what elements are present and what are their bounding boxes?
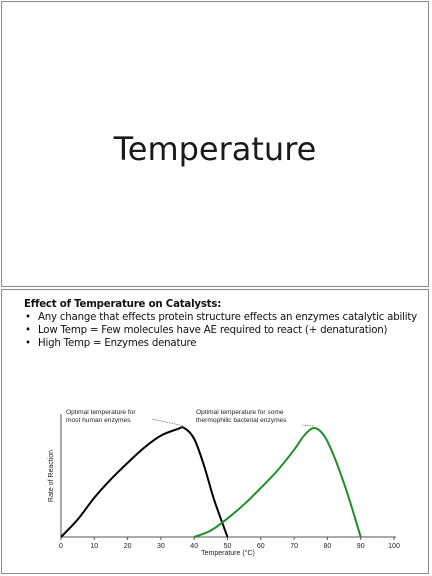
x-tick-label: 40 — [190, 543, 198, 550]
bullet-item: Any change that effects protein structur… — [24, 311, 424, 324]
x-tick-label: 0 — [59, 543, 63, 550]
annotation-leader — [151, 418, 185, 427]
content-slide: Effect of Temperature on Catalysts: Any … — [1, 289, 429, 574]
x-tick-label: 10 — [90, 543, 98, 550]
annotation-leader — [301, 424, 315, 427]
temperature-rate-chart: 0 10 20 30 40 50 60 70 80 90 100 Optimal temperatu… — [48, 409, 400, 557]
annotation-text: Optimal temperature for — [66, 409, 136, 416]
slide-body: Effect of Temperature on Catalysts: Any … — [24, 298, 424, 350]
annotation-text: thermophilic bacterial enzymes — [196, 417, 287, 424]
bullet-item: Low Temp = Few molecules have AE require… — [24, 324, 424, 337]
x-tick-group: 0 10 20 30 40 50 60 70 80 90 100 — [59, 537, 400, 550]
y-axis-label: Rate of Reaction — [48, 450, 55, 502]
series-group — [60, 426, 362, 538]
bullet-list: Any change that effects protein structur… — [24, 311, 424, 350]
bullet-item: High Temp = Enzymes denature — [24, 337, 424, 350]
human-enzyme-curve — [60, 426, 229, 538]
x-tick-label: 50 — [224, 543, 232, 550]
annotation-text: most human enzymes — [66, 417, 131, 424]
x-tick-label: 20 — [124, 543, 132, 550]
thermophilic-enzyme-curve — [193, 426, 362, 538]
x-tick-label: 30 — [157, 543, 165, 550]
annotation-text: Optimal temperature for some — [196, 409, 284, 416]
x-tick-label: 80 — [324, 543, 332, 550]
slide-title: Temperature — [113, 130, 317, 168]
x-tick-label: 60 — [257, 543, 265, 550]
slide-heading: Effect of Temperature on Catalysts: — [24, 299, 222, 310]
x-axis-label: Temperature (°C) — [201, 549, 255, 557]
x-tick-label: 70 — [290, 543, 298, 550]
title-slide: Temperature — [1, 1, 429, 287]
x-tick-label: 90 — [357, 543, 365, 550]
x-tick-label: 100 — [388, 543, 400, 550]
